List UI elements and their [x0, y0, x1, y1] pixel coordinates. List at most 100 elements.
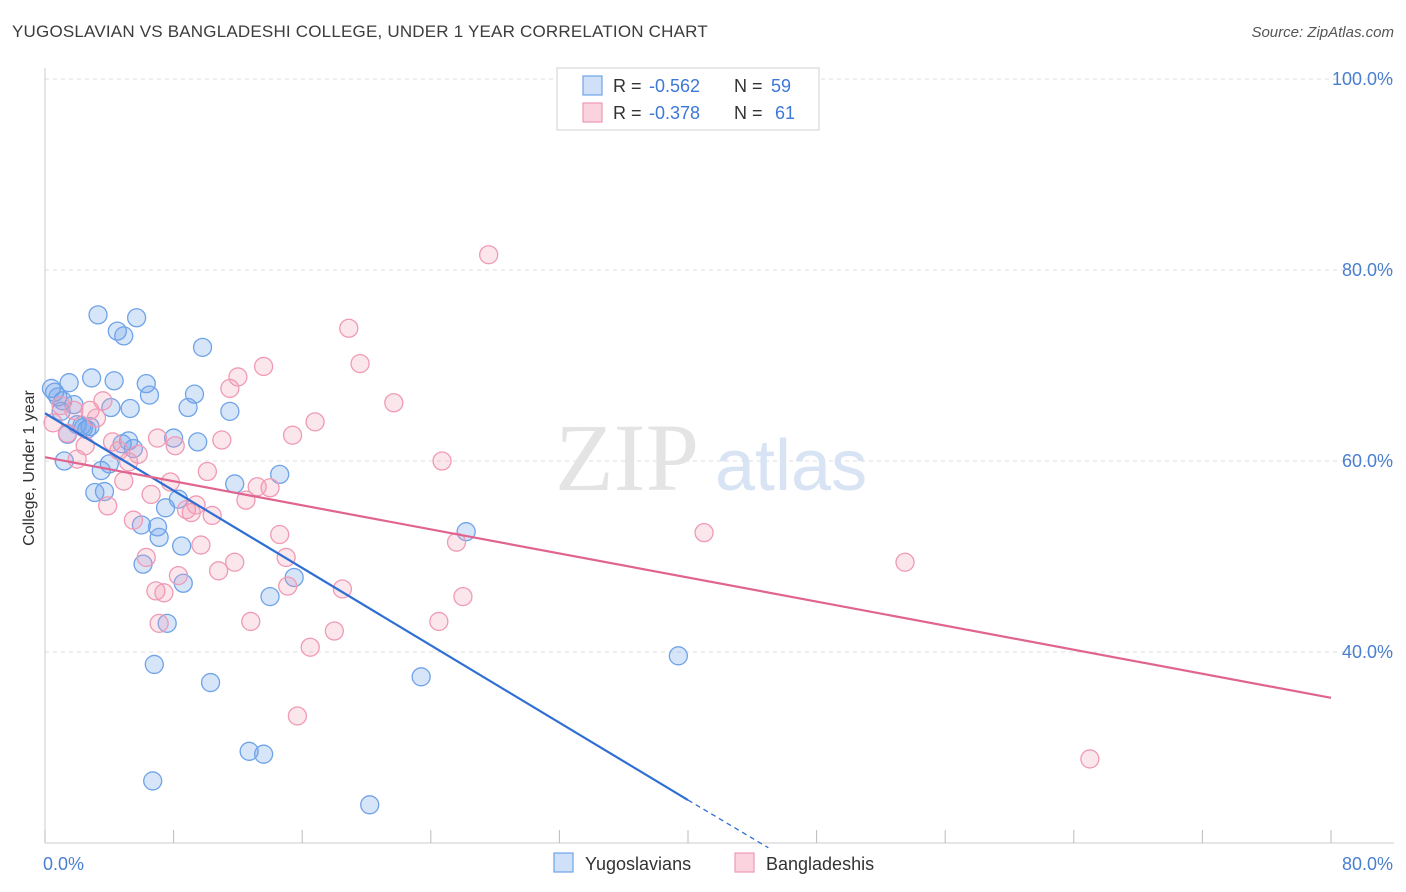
data-point [895, 552, 915, 572]
y-axis-label: College, Under 1 year [21, 390, 38, 546]
data-point [1080, 749, 1100, 769]
watermark-zip: ZIP [555, 404, 699, 511]
y-tick-label: 80.0% [1342, 260, 1393, 280]
data-point [339, 318, 359, 338]
data-point [93, 391, 113, 411]
legend-n-value-1: 59 [771, 76, 791, 96]
legend-r-label-1: R = [613, 76, 642, 96]
data-point [88, 305, 108, 325]
data-point [384, 393, 404, 413]
legend-swatch-pink [582, 102, 603, 123]
legend-label-yugoslavians: Yugoslavians [585, 854, 691, 874]
data-point [300, 637, 320, 657]
legend-n-label-2: N = [734, 103, 763, 123]
watermark-atlas: atlas [715, 426, 867, 506]
data-point [85, 482, 105, 503]
data-point [157, 613, 177, 633]
trend-line-bangladeshis [44, 456, 1332, 699]
data-point [188, 432, 208, 452]
legend-label-bangladeshis: Bangladeshis [766, 854, 874, 874]
data-point [165, 436, 185, 456]
data-point [220, 401, 240, 421]
legend-swatch-bangladeshis [734, 852, 755, 873]
legend-r-label-2: R = [613, 103, 642, 123]
data-point [453, 586, 473, 607]
data-point [253, 744, 274, 764]
data-point [136, 373, 156, 394]
data-point [225, 474, 245, 494]
data-point [324, 621, 345, 641]
data-point [75, 436, 95, 456]
data-point [360, 795, 380, 815]
data-point [432, 451, 452, 471]
x-tick-label: 0.0% [43, 854, 84, 874]
data-point [163, 428, 184, 448]
data-point [411, 667, 431, 687]
legend-swatch-blue [582, 75, 603, 96]
data-point [305, 412, 325, 432]
data-point [144, 654, 164, 675]
legend-swatch-yugoslavians [553, 852, 574, 873]
data-point [241, 611, 261, 632]
y-tick-label: 60.0% [1342, 451, 1393, 471]
data-point [184, 384, 205, 404]
data-point [59, 373, 79, 393]
data-point [228, 367, 248, 387]
legend-stats: R = -0.562 N = 59 R = -0.378 N = 61 [556, 67, 820, 131]
data-point [278, 576, 298, 596]
data-point [98, 496, 118, 516]
data-point [64, 400, 84, 421]
data-point [149, 527, 169, 548]
data-point [101, 397, 121, 418]
data-point [141, 484, 161, 505]
axes [44, 68, 1394, 844]
data-point [128, 444, 148, 464]
data-point [123, 510, 144, 530]
data-point [80, 400, 100, 421]
data-point [114, 326, 134, 346]
trend-lines [44, 412, 1332, 849]
data-point [429, 611, 449, 632]
data-point [479, 245, 499, 265]
y-tick-label: 40.0% [1342, 642, 1393, 662]
legend-n-value-2: 61 [775, 103, 795, 123]
data-point [191, 535, 211, 555]
data-point [147, 428, 168, 448]
tick-labels: 100.0% 80.0% 60.0% 40.0% 0.0% 80.0% [43, 69, 1393, 874]
trend-line-yugoslavians-extension [687, 799, 769, 849]
legend-r-value-2: -0.378 [649, 103, 700, 123]
data-point [149, 613, 169, 633]
data-point [270, 524, 290, 545]
data-point [143, 771, 163, 791]
data-point [200, 672, 221, 693]
data-point [114, 471, 134, 491]
data-point [126, 308, 147, 328]
data-point [260, 478, 280, 498]
series-bangladeshis [43, 245, 1100, 769]
chart-title: YUGOSLAVIAN VS BANGLADESHI COLLEGE, UNDE… [12, 22, 708, 41]
legend-series: Yugoslavians Bangladeshis [553, 852, 874, 874]
legend-n-label-1: N = [734, 76, 763, 96]
data-point [208, 561, 229, 581]
data-point [136, 547, 156, 568]
data-point [146, 581, 166, 601]
data-point [225, 552, 245, 572]
data-point [104, 371, 124, 391]
data-point [260, 586, 280, 607]
grid-lines [45, 78, 1394, 653]
data-point [197, 461, 218, 482]
data-point [94, 481, 115, 502]
data-point [120, 398, 140, 419]
data-point [86, 408, 107, 428]
data-point [270, 464, 290, 485]
data-point [81, 368, 102, 388]
data-point [171, 536, 192, 556]
watermark: ZIP atlas [555, 404, 867, 511]
data-point [239, 741, 259, 761]
data-point [287, 706, 308, 726]
data-point [168, 565, 189, 586]
data-point [668, 646, 689, 666]
data-point [332, 579, 353, 599]
data-point [350, 353, 370, 374]
